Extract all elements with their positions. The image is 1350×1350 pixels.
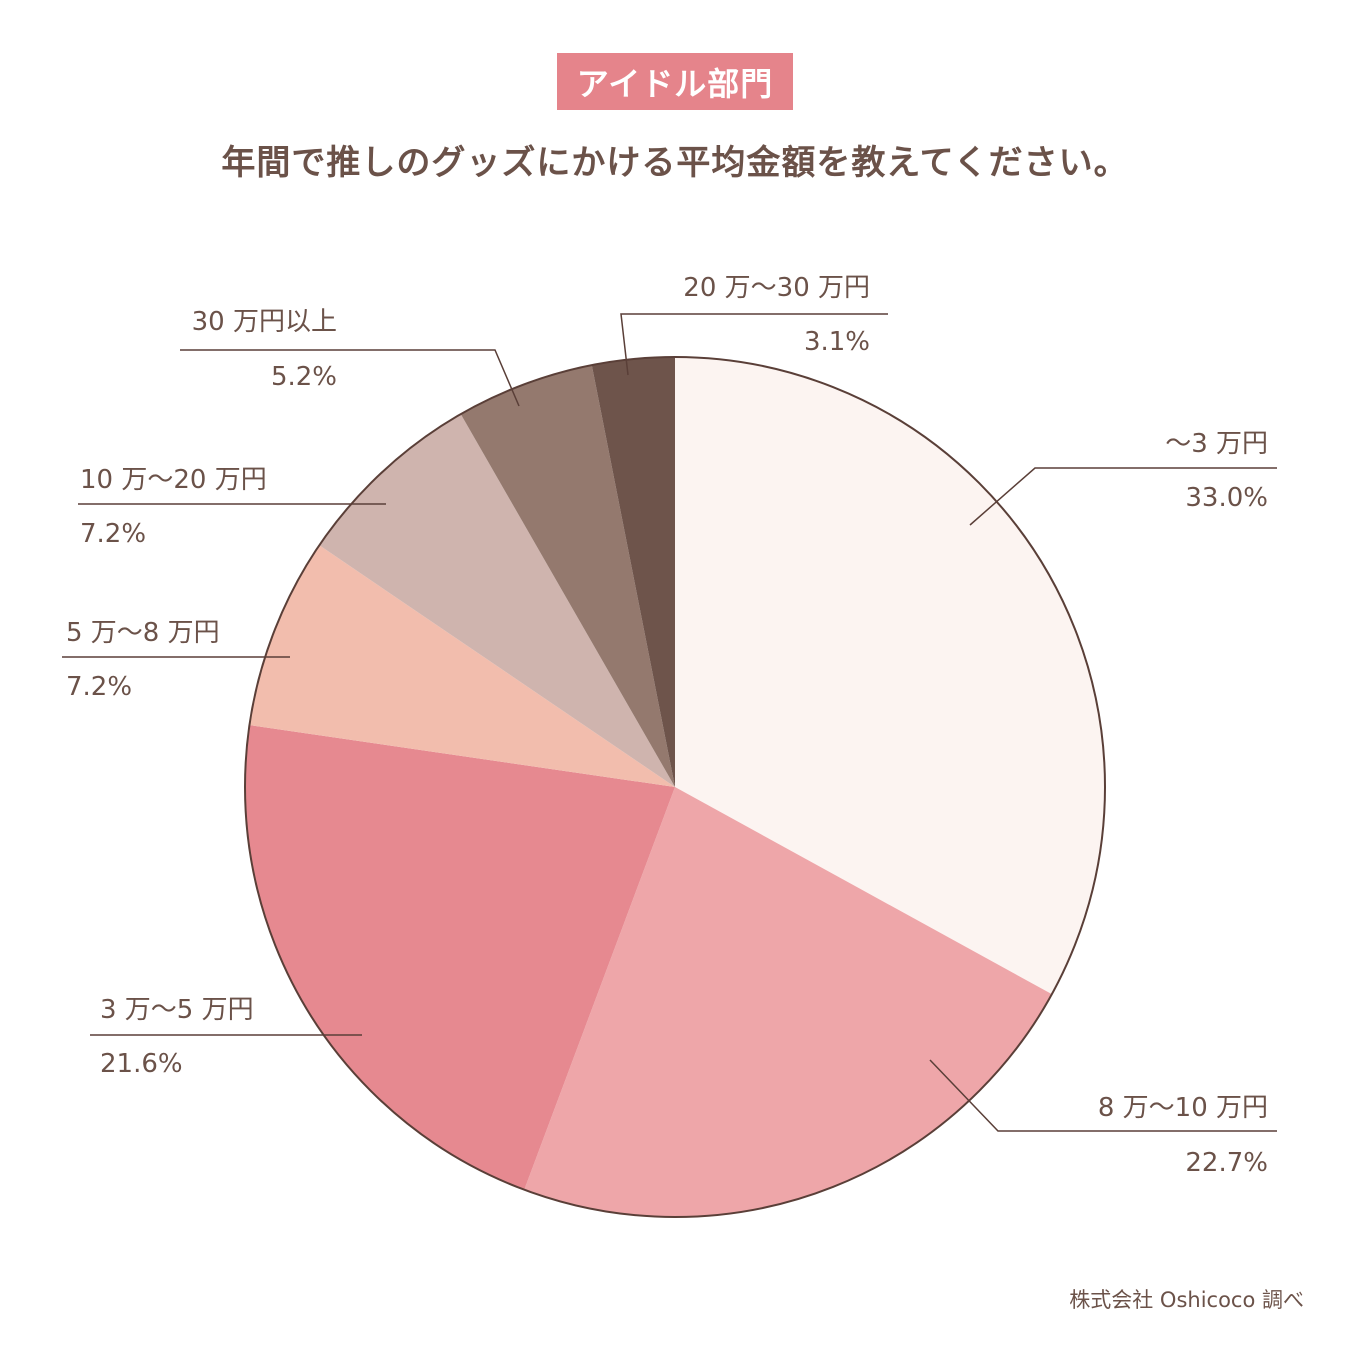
slice-value-0: 33.0% — [1185, 483, 1268, 513]
slice-label-2: 3 万〜5 万円 — [100, 995, 254, 1025]
pie-outline — [244, 356, 1106, 1218]
pie-slice-6 — [591, 357, 675, 787]
pie-slice-2 — [245, 725, 675, 1190]
slice-value-1: 22.7% — [1185, 1148, 1268, 1178]
pie-slice-5 — [460, 365, 675, 787]
slice-label-6: 20 万〜30 万円 — [683, 273, 870, 303]
leader-line-6 — [620, 313, 888, 376]
source-credit: 株式会社 Oshicoco 調べ — [1069, 1288, 1304, 1312]
category-badge: アイドル部門 — [557, 53, 793, 110]
pie-slice-0 — [675, 357, 1105, 995]
slice-value-4: 7.2% — [80, 519, 146, 549]
slice-value-5: 5.2% — [271, 362, 337, 392]
slice-label-4: 10 万〜20 万円 — [80, 465, 267, 495]
slice-value-6: 3.1% — [804, 327, 870, 357]
question-title: 年間で推しのグッズにかける平均金額を教えてください。 — [221, 143, 1129, 183]
slice-value-3: 7.2% — [66, 672, 132, 702]
slice-label-1: 8 万〜10 万円 — [1098, 1093, 1268, 1123]
leader-line-1 — [929, 1059, 1277, 1132]
slice-label-0: 〜3 万円 — [1165, 429, 1268, 459]
pie-slice-4 — [319, 414, 675, 787]
leader-line-0 — [969, 467, 1277, 526]
pie-slice-3 — [249, 545, 675, 787]
leader-line-5 — [180, 349, 520, 407]
pie-slice-1 — [524, 787, 1052, 1217]
slice-label-3: 5 万〜8 万円 — [66, 618, 220, 648]
slice-value-2: 21.6% — [100, 1049, 183, 1079]
slice-label-5: 30 万円以上 — [192, 307, 337, 337]
